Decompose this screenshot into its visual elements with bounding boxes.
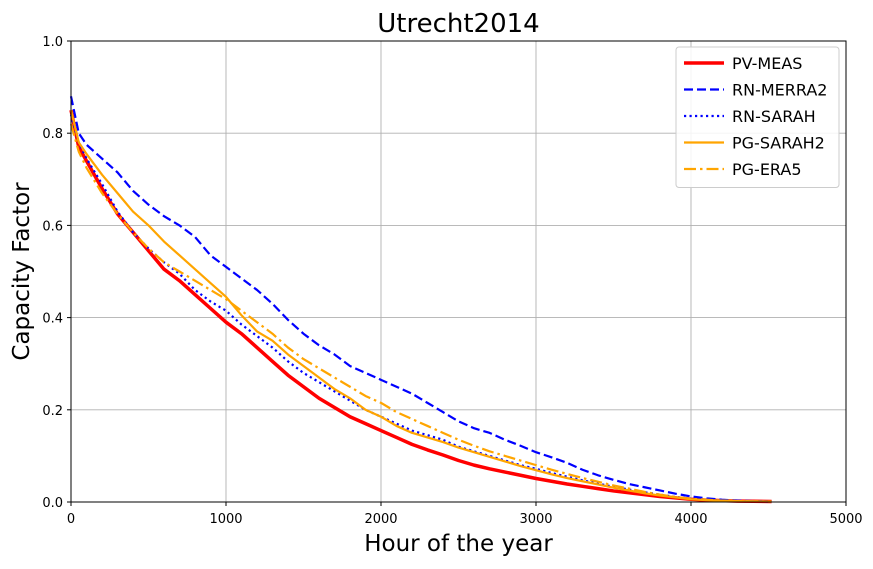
y-tick-label: 0.8 — [42, 127, 63, 142]
x-axis-label: Hour of the year — [364, 531, 553, 557]
x-tick-label: 0 — [67, 512, 75, 527]
legend: PV-MEAS RN-MERRA2 RN-SARAH PG-SARAH2 PG-ERA5 — [676, 47, 839, 188]
chart-title: Utrecht2014 — [377, 9, 539, 39]
x-tick-label: 4000 — [674, 512, 707, 527]
x-tick-label: 1000 — [209, 512, 242, 527]
y-axis-label: Capacity Factor — [9, 182, 35, 361]
y-tick-label: 0.0 — [42, 496, 63, 511]
legend-label: RN-SARAH — [732, 107, 816, 126]
legend-label: PG-SARAH2 — [732, 134, 825, 153]
y-tick-label: 0.2 — [42, 404, 63, 419]
x-tick-label: 2000 — [364, 512, 397, 527]
y-tick-label: 1.0 — [42, 35, 63, 50]
legend-label: PG-ERA5 — [732, 160, 802, 179]
legend-label: RN-MERRA2 — [732, 81, 827, 100]
y-tick-label: 0.6 — [42, 219, 63, 234]
y-tick-label: 0.4 — [42, 312, 63, 327]
x-tick-label: 3000 — [519, 512, 552, 527]
legend-label: PV-MEAS — [732, 54, 802, 73]
x-tick-label: 5000 — [829, 512, 862, 527]
